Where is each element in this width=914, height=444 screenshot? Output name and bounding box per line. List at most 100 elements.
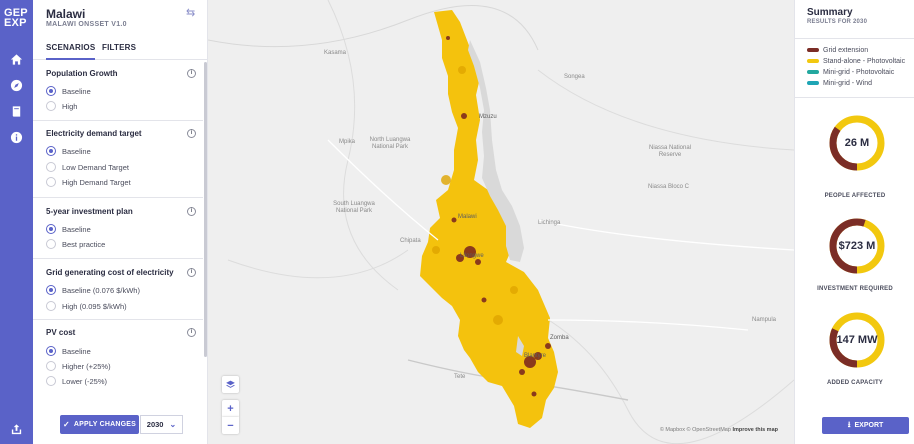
section-title: PV cost bbox=[46, 328, 76, 337]
radio-button[interactable] bbox=[46, 346, 56, 356]
share-icon[interactable] bbox=[9, 422, 24, 437]
section-title: Population Growth bbox=[46, 69, 118, 78]
summary-panel: Summary RESULTS FOR 2030 Grid extension … bbox=[794, 0, 914, 444]
logo-line-1: GEP bbox=[4, 7, 28, 19]
legend-label: Mini-grid - Photovoltaic bbox=[823, 68, 895, 76]
map-label-niassa-bloco: Niassa Bloco C bbox=[648, 184, 690, 190]
radio-option[interactable]: Low Demand Target bbox=[46, 161, 129, 173]
radio-option[interactable]: Baseline bbox=[46, 223, 91, 235]
improve-map-link[interactable]: Improve this map bbox=[732, 427, 778, 433]
legend-swatch bbox=[807, 81, 819, 85]
radio-button[interactable] bbox=[46, 239, 56, 249]
donut-chart bbox=[829, 218, 885, 274]
map-label-lichinga: Lichinga bbox=[538, 220, 561, 226]
tab-scenarios[interactable]: SCENARIOS bbox=[46, 43, 96, 60]
radio-button[interactable] bbox=[46, 177, 56, 187]
info-icon[interactable] bbox=[9, 130, 24, 145]
section-grid-generating-cost: Grid generating cost of electricity i Ba… bbox=[33, 259, 203, 320]
donut-segment-grid-extension bbox=[829, 115, 885, 171]
option-label: High Demand Target bbox=[62, 177, 131, 187]
option-label: Higher (+25%) bbox=[62, 361, 111, 371]
radio-option[interactable]: Lower (-25%) bbox=[46, 375, 107, 387]
export-label: EXPORT bbox=[854, 422, 884, 429]
map-view[interactable]: Kasama Songea Mzuzu Mpika North Luangwa … bbox=[208, 0, 794, 444]
zoom-out-button[interactable]: − bbox=[222, 417, 239, 434]
apply-changes-button[interactable]: ✓ APPLY CHANGES bbox=[60, 415, 139, 434]
chevron-down-icon: ⌄ bbox=[169, 420, 177, 429]
legend-label: Stand-alone - Photovoltaic bbox=[823, 57, 906, 65]
radio-button[interactable] bbox=[46, 376, 56, 386]
radio-button[interactable] bbox=[46, 146, 56, 156]
map-label-nampula: Nampula bbox=[752, 317, 777, 323]
compass-icon[interactable] bbox=[9, 78, 24, 93]
year-select[interactable]: 2030 ⌄ bbox=[140, 415, 183, 434]
option-label: High bbox=[62, 101, 78, 111]
section-investment-plan: 5-year investment plan i Baseline Best p… bbox=[33, 198, 203, 259]
home-icon[interactable] bbox=[9, 52, 24, 67]
legend-swatch bbox=[807, 48, 819, 52]
section-title: Electricity demand target bbox=[46, 129, 142, 138]
info-icon[interactable]: i bbox=[187, 207, 196, 216]
summary-title: Summary bbox=[807, 7, 853, 18]
legend-swatch bbox=[807, 70, 819, 74]
gep-explorer-logo[interactable]: GEP EXP bbox=[0, 0, 33, 29]
radio-option[interactable]: Higher (+25%) bbox=[46, 360, 111, 372]
radio-button[interactable] bbox=[46, 162, 56, 172]
radio-option[interactable]: Baseline bbox=[46, 145, 91, 157]
book-icon[interactable] bbox=[9, 104, 24, 119]
radio-option[interactable]: High bbox=[46, 100, 77, 112]
map-label-malawi: Malawi bbox=[458, 214, 477, 220]
radio-option[interactable]: High (0.095 $/kWh) bbox=[46, 300, 127, 312]
option-label: Baseline bbox=[62, 86, 91, 96]
swap-icon[interactable]: ⇆ bbox=[186, 7, 196, 19]
legend: Grid extension Stand-alone - Photovoltai… bbox=[795, 38, 914, 98]
legend-label: Grid extension bbox=[823, 46, 869, 54]
legend-swatch bbox=[807, 59, 819, 63]
map-label-north-luangwa: North Luangwa National Park bbox=[369, 137, 411, 150]
section-pv-cost: PV cost i Baseline Higher (+25%) Lower (… bbox=[33, 320, 203, 402]
nav-rail: GEP EXP bbox=[0, 0, 33, 444]
radio-option[interactable]: Best practice bbox=[46, 238, 105, 250]
map-attribution: © Mapbox © OpenStreetMap Improve this ma… bbox=[660, 427, 778, 433]
section-title: Grid generating cost of electricity bbox=[46, 268, 174, 277]
donut-investment-required: $723 M bbox=[828, 217, 886, 275]
map-label-mpika: Mpika bbox=[339, 139, 356, 145]
radio-button[interactable] bbox=[46, 101, 56, 111]
radio-button[interactable] bbox=[46, 361, 56, 371]
option-label: High (0.095 $/kWh) bbox=[62, 301, 127, 311]
map-label-tete: Tete bbox=[454, 374, 466, 380]
radio-option[interactable]: Baseline bbox=[46, 85, 91, 97]
donut-segment-grid-extension bbox=[829, 218, 885, 274]
info-icon[interactable]: i bbox=[187, 129, 196, 138]
radio-option[interactable]: Baseline (0.076 $/kWh) bbox=[46, 284, 140, 296]
info-icon[interactable]: i bbox=[187, 69, 196, 78]
layers-icon bbox=[226, 380, 235, 388]
export-button[interactable]: ⭳ EXPORT bbox=[822, 417, 909, 434]
radio-button[interactable] bbox=[46, 285, 56, 295]
info-icon[interactable]: i bbox=[187, 268, 196, 277]
donut-chart bbox=[829, 115, 885, 171]
section-population-growth: Population Growth i Baseline High bbox=[33, 61, 203, 121]
info-icon[interactable]: i bbox=[187, 328, 196, 337]
donut-segment-grid-extension bbox=[829, 312, 885, 368]
map-label-kasama: Kasama bbox=[324, 50, 347, 56]
panel-scrollbar[interactable] bbox=[204, 62, 207, 357]
layers-button[interactable] bbox=[222, 376, 239, 393]
donut-value: 26 M bbox=[844, 137, 870, 149]
apply-label: APPLY CHANGES bbox=[73, 421, 137, 428]
radio-option[interactable]: Baseline bbox=[46, 345, 91, 357]
radio-button[interactable] bbox=[46, 86, 56, 96]
map-label-south-luangwa: South Luangwa National Park bbox=[333, 201, 375, 214]
radio-button[interactable] bbox=[46, 301, 56, 311]
tab-filters[interactable]: FILTERS bbox=[102, 43, 137, 52]
donut-caption: PEOPLE AFFECTED bbox=[824, 193, 886, 199]
radio-button[interactable] bbox=[46, 224, 56, 234]
map-label-blantyre: Blantyre bbox=[524, 353, 547, 359]
zoom-in-button[interactable]: + bbox=[222, 400, 239, 417]
legend-item-minigrid-wind: Mini-grid - Wind bbox=[807, 79, 872, 87]
check-icon: ✓ bbox=[62, 420, 70, 429]
radio-option[interactable]: High Demand Target bbox=[46, 176, 131, 188]
legend-item-minigrid-pv: Mini-grid - Photovoltaic bbox=[807, 68, 894, 76]
option-label: Best practice bbox=[62, 239, 106, 249]
